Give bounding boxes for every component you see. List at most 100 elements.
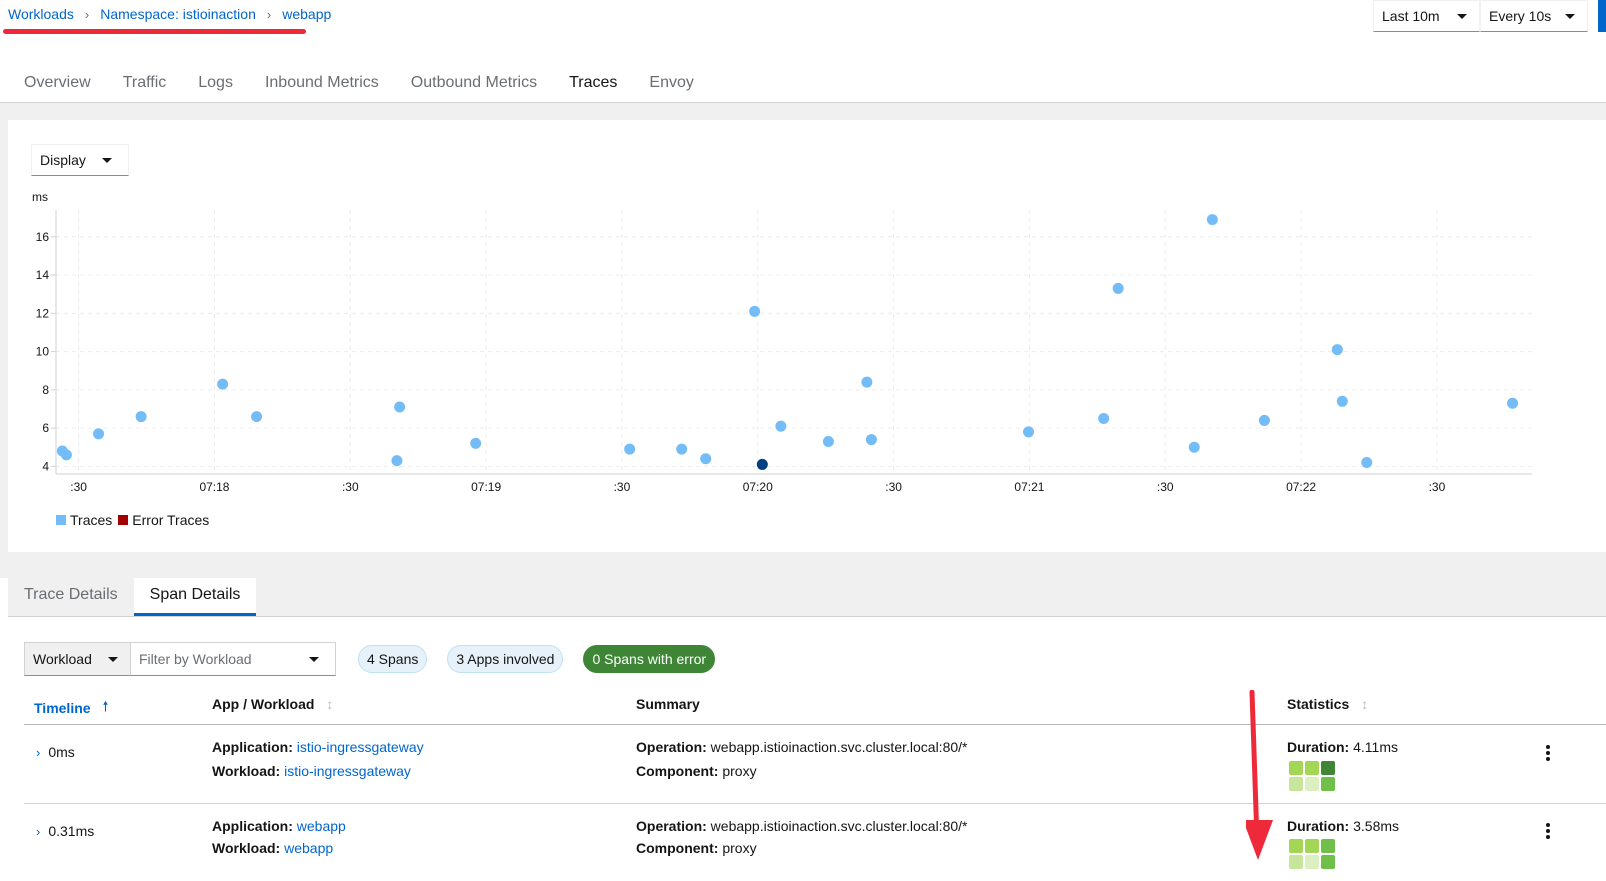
legend-label-error-traces: Error Traces bbox=[132, 512, 210, 528]
heatmap-cell bbox=[1305, 761, 1319, 775]
workload-link[interactable]: istio-ingressgateway bbox=[284, 763, 411, 779]
refresh-interval-select[interactable]: Every 10s bbox=[1480, 0, 1588, 32]
app-workload-cell: Application: webapp Workload: webapp bbox=[212, 818, 346, 856]
duration-value: 3.58ms bbox=[1353, 818, 1400, 834]
trace-point[interactable] bbox=[1331, 344, 1343, 356]
legend-swatch-error-traces bbox=[118, 515, 129, 525]
trace-point[interactable] bbox=[93, 428, 105, 440]
trace-point[interactable] bbox=[775, 420, 787, 432]
column-header-statistics[interactable]: Statistics ↕ bbox=[1287, 696, 1368, 712]
trace-point[interactable] bbox=[60, 449, 72, 461]
x-tick-label: :30 bbox=[1157, 480, 1174, 494]
breadcrumb-namespace[interactable]: Namespace: istioinaction bbox=[100, 6, 256, 22]
trace-point[interactable] bbox=[822, 435, 834, 447]
refresh-interval-label: Every 10s bbox=[1489, 8, 1552, 24]
trace-point[interactable] bbox=[1258, 414, 1270, 426]
tab-logs[interactable]: Logs bbox=[198, 74, 233, 91]
table-row-divider bbox=[24, 803, 1606, 804]
trace-point[interactable] bbox=[700, 453, 712, 465]
heatmap-cell bbox=[1321, 777, 1335, 791]
application-link[interactable]: istio-ingressgateway bbox=[296, 739, 424, 755]
trace-point[interactable] bbox=[676, 443, 688, 455]
tab-traces[interactable]: Traces bbox=[553, 70, 634, 106]
column-header-app-workload[interactable]: App / Workload ↕ bbox=[212, 696, 333, 712]
trace-point[interactable] bbox=[1188, 441, 1200, 453]
trace-point[interactable] bbox=[251, 411, 263, 423]
selected-trace-point[interactable] bbox=[756, 458, 768, 470]
trace-point[interactable] bbox=[391, 455, 403, 467]
trace-point[interactable] bbox=[624, 443, 636, 455]
y-tick-label: 6 bbox=[42, 421, 49, 435]
y-tick-label: 8 bbox=[42, 383, 49, 397]
breadcrumb-workloads[interactable]: Workloads bbox=[8, 6, 74, 22]
component-value: proxy bbox=[722, 763, 757, 779]
x-tick-label: :30 bbox=[614, 480, 631, 494]
operation-label: Operation: bbox=[636, 818, 707, 834]
refresh-button-edge[interactable] bbox=[1598, 0, 1606, 32]
workload-link[interactable]: webapp bbox=[284, 840, 334, 856]
expand-chevron-icon[interactable]: › bbox=[36, 824, 41, 839]
summary-cell: Operation: webapp.istioinaction.svc.clus… bbox=[636, 818, 967, 856]
display-dropdown[interactable]: Display bbox=[31, 144, 129, 176]
annotation-underline-breadcrumb bbox=[3, 29, 306, 34]
tab-trace-details[interactable]: Trace Details bbox=[24, 586, 118, 603]
detail-tabs: Trace Details Span Details bbox=[8, 578, 1606, 616]
trace-point[interactable] bbox=[749, 305, 761, 317]
x-tick-label: 07:19 bbox=[471, 480, 501, 494]
trace-point[interactable] bbox=[1336, 395, 1348, 407]
expand-chevron-icon[interactable]: › bbox=[36, 745, 41, 760]
time-range-select[interactable]: Last 10m bbox=[1373, 0, 1480, 32]
tab-outbound-metrics[interactable]: Outbound Metrics bbox=[410, 74, 538, 91]
timeline-value: 0ms bbox=[48, 744, 75, 760]
legend-item-error-traces[interactable]: Error Traces bbox=[118, 512, 209, 528]
filter-type-label: Workload bbox=[33, 651, 92, 667]
legend-item-traces[interactable]: Traces bbox=[56, 512, 112, 528]
tab-inbound-metrics[interactable]: Inbound Metrics bbox=[264, 74, 379, 91]
y-tick-label: 4 bbox=[42, 459, 49, 473]
trace-point[interactable] bbox=[1023, 426, 1035, 438]
trace-point[interactable] bbox=[1206, 214, 1218, 226]
y-tick-label: 16 bbox=[36, 230, 50, 244]
kebab-menu-icon[interactable] bbox=[1546, 745, 1550, 763]
apps-involved-badge: 3 Apps involved bbox=[447, 645, 564, 673]
heatmap-cell bbox=[1321, 761, 1335, 775]
statistics-cell: Duration: 3.58ms bbox=[1287, 818, 1399, 834]
trace-point[interactable] bbox=[470, 437, 482, 449]
component-label: Component: bbox=[636, 763, 719, 779]
x-tick-label: 07:20 bbox=[743, 480, 773, 494]
filter-type-select[interactable]: Workload bbox=[24, 642, 131, 676]
breadcrumb-webapp[interactable]: webapp bbox=[282, 6, 332, 22]
tab-traffic[interactable]: Traffic bbox=[122, 74, 167, 91]
x-tick-label: :30 bbox=[885, 480, 902, 494]
column-header-timeline[interactable]: Timeline 🠕 bbox=[34, 696, 109, 720]
trace-point[interactable] bbox=[1098, 413, 1110, 425]
trace-point[interactable] bbox=[861, 376, 873, 388]
operation-value: webapp.istioinaction.svc.cluster.local:8… bbox=[710, 818, 968, 834]
caret-down-icon bbox=[1457, 13, 1467, 19]
trace-point[interactable] bbox=[1112, 282, 1124, 294]
sort-ascending-icon[interactable]: 🠕 bbox=[102, 698, 109, 714]
tab-envoy[interactable]: Envoy bbox=[649, 74, 694, 91]
trace-point[interactable] bbox=[1507, 397, 1519, 409]
trace-point[interactable] bbox=[1361, 457, 1373, 469]
x-tick-label: 07:22 bbox=[1286, 480, 1316, 494]
trace-point[interactable] bbox=[394, 401, 406, 413]
legend-swatch-traces bbox=[56, 515, 66, 525]
time-range-label: Last 10m bbox=[1382, 8, 1440, 24]
application-link[interactable]: webapp bbox=[296, 818, 346, 834]
sort-icon[interactable]: ↕ bbox=[1361, 696, 1369, 712]
trace-point[interactable] bbox=[135, 411, 147, 423]
column-header-summary-label: Summary bbox=[636, 696, 700, 712]
trace-point[interactable] bbox=[865, 434, 877, 446]
caret-down-icon bbox=[1565, 13, 1575, 19]
workload-label: Workload: bbox=[212, 763, 281, 779]
traces-chart-card: Display ms :30 07:18:30 07:19:30 07:20:30 07… bbox=[8, 120, 1606, 552]
kebab-menu-icon[interactable] bbox=[1546, 823, 1550, 841]
trace-point[interactable] bbox=[217, 378, 229, 390]
sort-icon[interactable]: ↕ bbox=[326, 696, 334, 712]
tab-overview[interactable]: Overview bbox=[24, 74, 91, 91]
workload-filter-select[interactable]: Filter by Workload bbox=[131, 642, 336, 676]
tab-span-details[interactable]: Span Details bbox=[133, 578, 257, 616]
component-label: Component: bbox=[636, 840, 719, 856]
chevron-right-icon: › bbox=[266, 6, 272, 22]
